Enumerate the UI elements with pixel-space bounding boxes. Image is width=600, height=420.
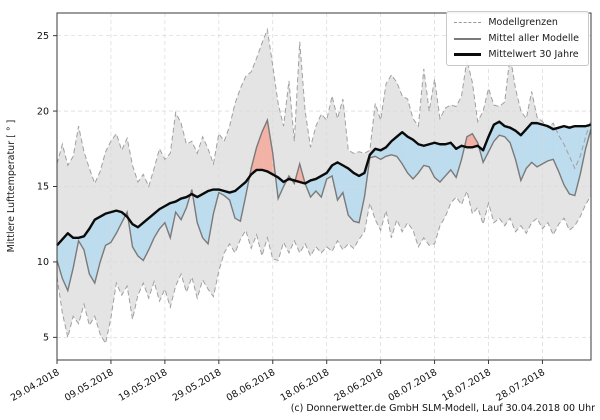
chart-legend: Modellgrenzen Mittel aller Modelle Mitte… [446,11,589,66]
svg-text:15: 15 [37,182,49,193]
svg-text:18.06.2018: 18.06.2018 [279,367,332,404]
model-min-line [56,189,592,345]
model-mean-line [56,117,592,293]
svg-text:28.07.2018: 28.07.2018 [494,367,547,404]
climate-mean-line [56,120,592,247]
x-tick-labels: 29.04.2018 09.05.2018 19.05.2018 29.05.2018… [9,367,547,404]
legend-label: Mittelwert 30 Jahre [488,49,579,60]
model-max-line [56,27,592,188]
legend-item-climate-mean: Mittelwert 30 Jahre [454,49,579,60]
svg-text:09.05.2018: 09.05.2018 [63,367,116,404]
legend-item-model-bounds: Modellgrenzen [454,17,579,28]
svg-text:29.05.2018: 29.05.2018 [171,367,224,404]
legend-label: Mittel aller Modelle [488,33,579,44]
svg-text:28.06.2018: 28.06.2018 [333,367,386,404]
svg-text:08.07.2018: 08.07.2018 [386,367,439,404]
dashed-line-icon [454,22,482,23]
svg-text:20: 20 [37,106,49,117]
y-tick-labels: 5 10 15 20 25 [37,31,49,344]
svg-text:5: 5 [43,333,49,344]
legend-item-model-mean: Mittel aller Modelle [454,33,579,44]
axis-ticks [53,35,543,364]
svg-text:10: 10 [37,257,49,268]
anomaly-fills [56,120,592,291]
copyright-caption: (c) Donnerwetter.de GmbH SLM-Modell, Lau… [290,403,595,414]
y-axis-label: Mittlere Lufttemperatur [ ° ] [6,119,17,253]
svg-text:25: 25 [37,31,49,42]
svg-text:29.04.2018: 29.04.2018 [9,367,62,404]
svg-text:18.07.2018: 18.07.2018 [440,367,493,404]
legend-label: Modellgrenzen [488,17,558,28]
solid-line-icon [454,37,482,40]
bold-line-icon [454,53,482,56]
svg-text:08.06.2018: 08.06.2018 [225,367,278,404]
svg-text:19.05.2018: 19.05.2018 [117,367,170,404]
